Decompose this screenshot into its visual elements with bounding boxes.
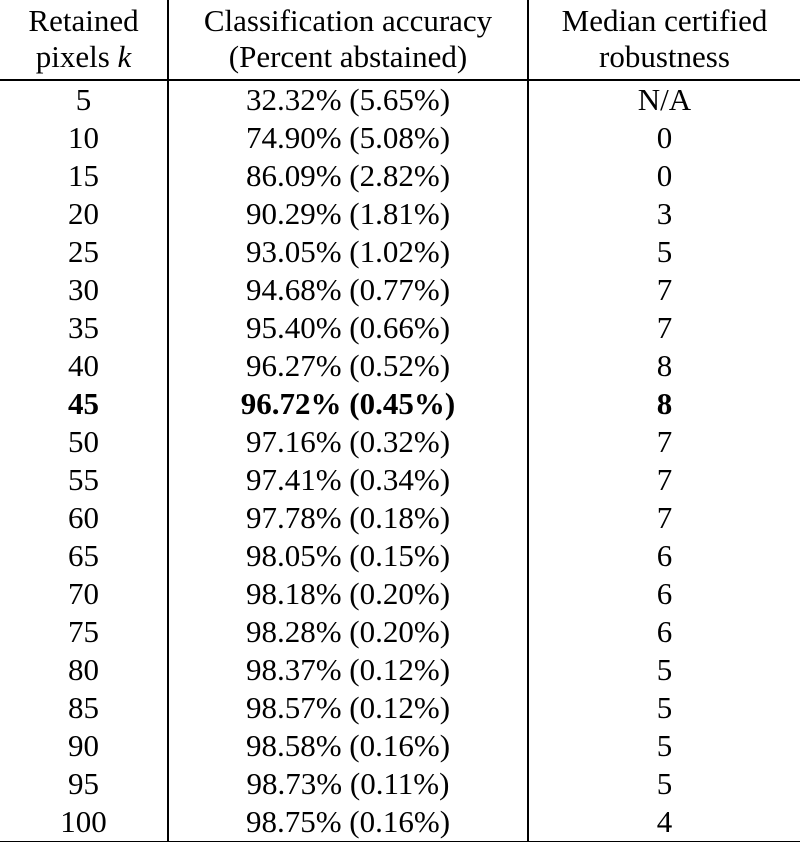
cell-classification-accuracy: 98.37% (0.12%) <box>168 651 529 689</box>
table-row: 25 93.05% (1.02%) 5 <box>0 233 800 271</box>
cell-retained-pixels: 85 <box>0 689 169 727</box>
cell-retained-pixels: 55 <box>0 461 169 499</box>
header-line: pixels k <box>0 39 167 75</box>
cell-median-certified-robustness: 7 <box>656 424 673 459</box>
column-header-retained-pixels: Retained pixels k <box>0 0 169 81</box>
table-body: 5 32.32% (5.65%) N/A 10 74.90% (5.08%) 0… <box>0 80 800 842</box>
table-row: 95 98.73% (0.11%) 5 <box>0 765 800 803</box>
cell-retained-pixels: 10 <box>0 119 169 157</box>
cell-median-certified-robustness: 8 <box>656 386 673 421</box>
table-row: 10 74.90% (5.08%) 0 <box>0 119 800 157</box>
cell-median-certified-robustness: 5 <box>656 234 673 269</box>
cell-median-certified-robustness: 7 <box>656 310 673 345</box>
header-row: Retained pixels k Classification accurac… <box>0 0 800 81</box>
table-row: 60 97.78% (0.18%) 7 <box>0 499 800 537</box>
table-row: 70 98.18% (0.20%) 6 <box>0 575 800 613</box>
cell-median-certified-robustness: 8 <box>656 348 673 383</box>
cell-classification-accuracy: 94.68% (0.77%) <box>168 271 529 309</box>
cell-classification-accuracy: 96.72% (0.45%) <box>168 385 529 423</box>
cell-classification-accuracy: 96.27% (0.52%) <box>168 347 529 385</box>
cell-median-certified-robustness: 0 <box>656 158 673 193</box>
table-row: 40 96.27% (0.52%) 8 <box>0 347 800 385</box>
cell-retained-pixels: 15 <box>0 157 169 195</box>
cell-classification-accuracy: 93.05% (1.02%) <box>168 233 529 271</box>
cell-retained-pixels: 60 <box>0 499 169 537</box>
cell-classification-accuracy: 74.90% (5.08%) <box>168 119 529 157</box>
cell-retained-pixels: 40 <box>0 347 169 385</box>
header-line: Classification accuracy <box>203 3 493 38</box>
table-row: 30 94.68% (0.77%) 7 <box>0 271 800 309</box>
cell-median-certified-robustness: 6 <box>656 538 673 573</box>
cell-retained-pixels: 50 <box>0 423 169 461</box>
cell-retained-pixels: 25 <box>0 233 169 271</box>
cell-median-certified-robustness: 7 <box>656 272 673 307</box>
header-line: robustness <box>599 39 730 74</box>
cell-retained-pixels: 45 <box>0 385 169 423</box>
cell-retained-pixels: 90 <box>0 727 169 765</box>
table-row: 50 97.16% (0.32%) 7 <box>0 423 800 461</box>
column-header-classification-accuracy: Classification accuracy (Percent abstain… <box>168 0 529 81</box>
cell-retained-pixels: 70 <box>0 575 169 613</box>
header-text: pixels <box>35 39 110 74</box>
cell-classification-accuracy: 98.75% (0.16%) <box>168 803 529 842</box>
cell-retained-pixels: 100 <box>0 803 169 842</box>
cell-median-certified-robustness: 3 <box>656 196 673 231</box>
cell-median-certified-robustness: 7 <box>656 462 673 497</box>
cell-classification-accuracy: 98.05% (0.15%) <box>168 537 529 575</box>
cell-classification-accuracy: 98.28% (0.20%) <box>168 613 529 651</box>
cell-classification-accuracy: 98.73% (0.11%) <box>168 765 529 803</box>
cell-classification-accuracy: 97.78% (0.18%) <box>168 499 529 537</box>
cell-median-certified-robustness: N/A <box>637 82 692 117</box>
table-row: 45 96.72% (0.45%) 8 <box>0 385 800 423</box>
header-line: Median certified <box>561 3 768 38</box>
cell-retained-pixels: 75 <box>0 613 169 651</box>
cell-median-certified-robustness: 5 <box>656 728 673 763</box>
cell-retained-pixels: 35 <box>0 309 169 347</box>
cell-retained-pixels: 30 <box>0 271 169 309</box>
math-symbol-k: k <box>117 39 132 74</box>
table-row: 15 86.09% (2.82%) 0 <box>0 157 800 195</box>
table-header: Retained pixels k Classification accurac… <box>0 0 800 81</box>
cell-retained-pixels: 20 <box>0 195 169 233</box>
cell-classification-accuracy: 98.18% (0.20%) <box>168 575 529 613</box>
table-row: 85 98.57% (0.12%) 5 <box>0 689 800 727</box>
cell-classification-accuracy: 97.41% (0.34%) <box>168 461 529 499</box>
table-row: 75 98.28% (0.20%) 6 <box>0 613 800 651</box>
cell-retained-pixels: 65 <box>0 537 169 575</box>
cell-median-certified-robustness: 6 <box>656 614 673 649</box>
cell-classification-accuracy: 98.57% (0.12%) <box>168 689 529 727</box>
cell-retained-pixels: 95 <box>0 765 169 803</box>
cell-classification-accuracy: 95.40% (0.66%) <box>168 309 529 347</box>
table-row: 35 95.40% (0.66%) 7 <box>0 309 800 347</box>
cell-classification-accuracy: 97.16% (0.32%) <box>168 423 529 461</box>
cell-classification-accuracy: 32.32% (5.65%) <box>168 80 529 119</box>
table-row: 90 98.58% (0.16%) 5 <box>0 727 800 765</box>
cell-classification-accuracy: 90.29% (1.81%) <box>168 195 529 233</box>
header-line: Retained <box>28 3 139 38</box>
cell-classification-accuracy: 86.09% (2.82%) <box>168 157 529 195</box>
cell-median-certified-robustness: 0 <box>656 120 673 155</box>
header-line: (Percent abstained) <box>228 39 468 74</box>
cell-median-certified-robustness: 4 <box>656 804 673 839</box>
column-header-median-certified-robustness: Median certified robustness <box>528 0 800 81</box>
cell-median-certified-robustness: 5 <box>656 766 673 801</box>
cell-classification-accuracy: 98.58% (0.16%) <box>168 727 529 765</box>
cell-retained-pixels: 5 <box>0 80 169 119</box>
cell-median-certified-robustness: 6 <box>656 576 673 611</box>
table-row: 55 97.41% (0.34%) 7 <box>0 461 800 499</box>
table-row: 100 98.75% (0.16%) 4 <box>0 803 800 842</box>
cell-retained-pixels: 80 <box>0 651 169 689</box>
table-row: 20 90.29% (1.81%) 3 <box>0 195 800 233</box>
cell-median-certified-robustness: 7 <box>656 500 673 535</box>
table-row: 80 98.37% (0.12%) 5 <box>0 651 800 689</box>
cell-median-certified-robustness: 5 <box>656 690 673 725</box>
table-row: 5 32.32% (5.65%) N/A <box>0 80 800 119</box>
table-row: 65 98.05% (0.15%) 6 <box>0 537 800 575</box>
cell-median-certified-robustness: 5 <box>656 652 673 687</box>
